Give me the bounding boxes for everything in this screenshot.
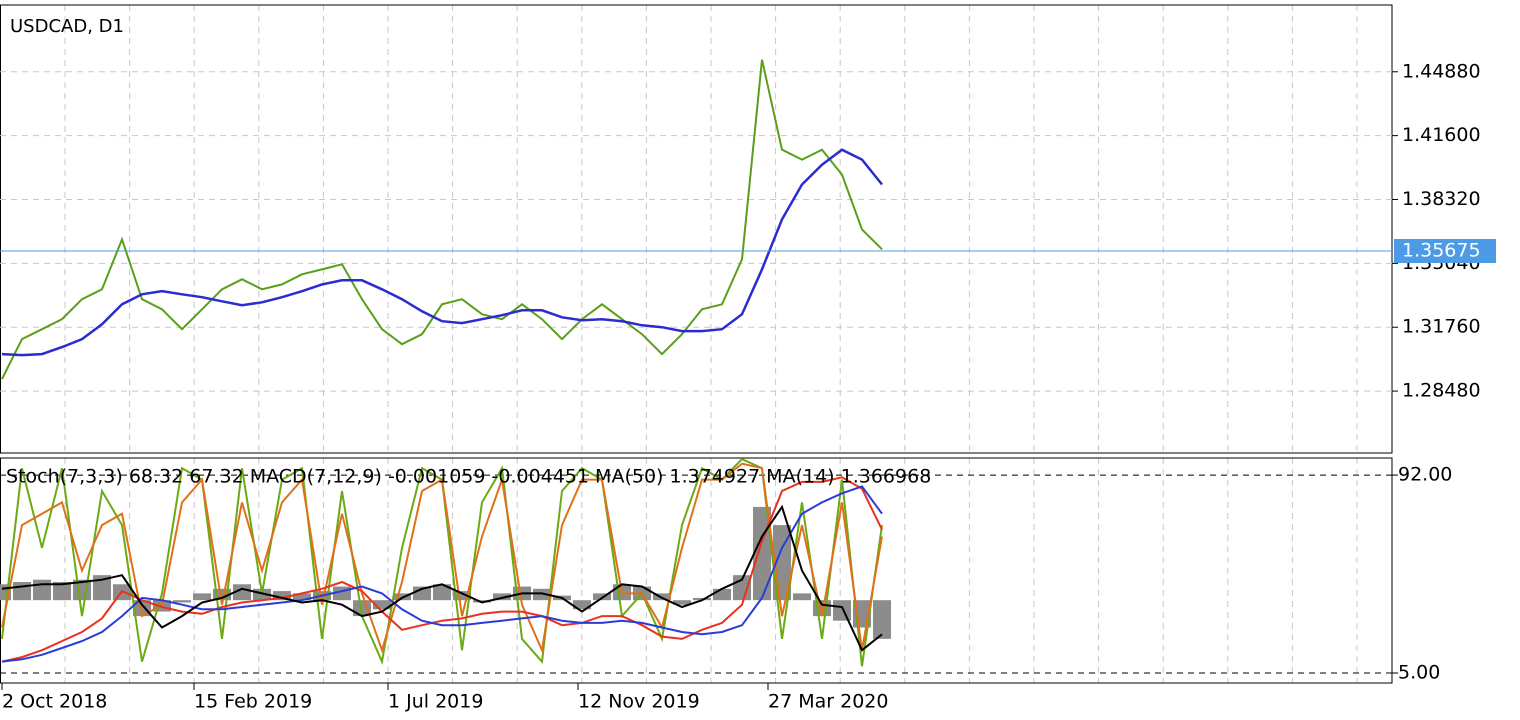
x-tick-label: 27 Mar 2020 (768, 691, 888, 713)
histogram-bar (433, 584, 451, 601)
x-tick-label: 2 Oct 2018 (2, 691, 107, 713)
x-tick-label: 12 Nov 2019 (578, 691, 700, 713)
histogram-bar (93, 575, 111, 601)
histogram-bar (13, 581, 31, 601)
histogram-bar (453, 591, 471, 601)
histogram-bar (173, 600, 191, 603)
series-line (1, 148, 883, 357)
y-tick-label: 1.28480 (1402, 380, 1481, 402)
histogram-bar (473, 600, 491, 603)
histogram-bar (253, 588, 271, 601)
series-line (1, 485, 883, 663)
histogram-bar (373, 600, 391, 610)
histogram-bar (213, 588, 231, 601)
histogram-bar (53, 581, 71, 601)
histogram-bar (873, 600, 891, 639)
histogram-bar (393, 593, 411, 601)
histogram-bar (573, 600, 591, 610)
histogram-bar (0, 584, 11, 601)
y-tick-label: 1.38320 (1402, 188, 1481, 210)
histogram-bar (673, 600, 691, 605)
chart-title: USDCAD, D1 (10, 16, 124, 37)
histogram-bar (793, 593, 811, 601)
y-tick-label: 1.44880 (1402, 60, 1481, 82)
indicator-label: Stoch(7,3,3) 68.32 67.32 MACD(7,12,9) -0… (6, 466, 931, 488)
current-price-label: 1.35675 (1402, 240, 1481, 262)
x-tick-label: 1 Jul 2019 (388, 691, 483, 713)
histogram-bar (153, 600, 171, 612)
histogram-bar (33, 579, 51, 601)
y-tick-label: 92.00 (1398, 464, 1452, 486)
y-tick-label: 5.00 (1398, 661, 1440, 683)
panel-frame (0, 457, 1393, 684)
histogram-bar (713, 588, 731, 601)
y-tick-label: 1.31760 (1402, 316, 1481, 338)
histogram-bar (493, 593, 511, 601)
y-tick-label: 1.41600 (1402, 124, 1481, 146)
series-line (1, 59, 883, 380)
x-tick-label: 15 Feb 2019 (194, 691, 312, 713)
series-line (1, 504, 883, 652)
histogram-bar (193, 593, 211, 601)
histogram-bar (233, 584, 251, 601)
series-line (1, 476, 883, 663)
panel-frame (0, 4, 1393, 454)
histogram-bar (133, 600, 151, 617)
histogram-bar (833, 600, 851, 621)
current-price-box (1394, 239, 1496, 264)
histogram-bar (273, 591, 291, 601)
histogram-bar (533, 588, 551, 601)
histogram-bar (293, 593, 311, 601)
